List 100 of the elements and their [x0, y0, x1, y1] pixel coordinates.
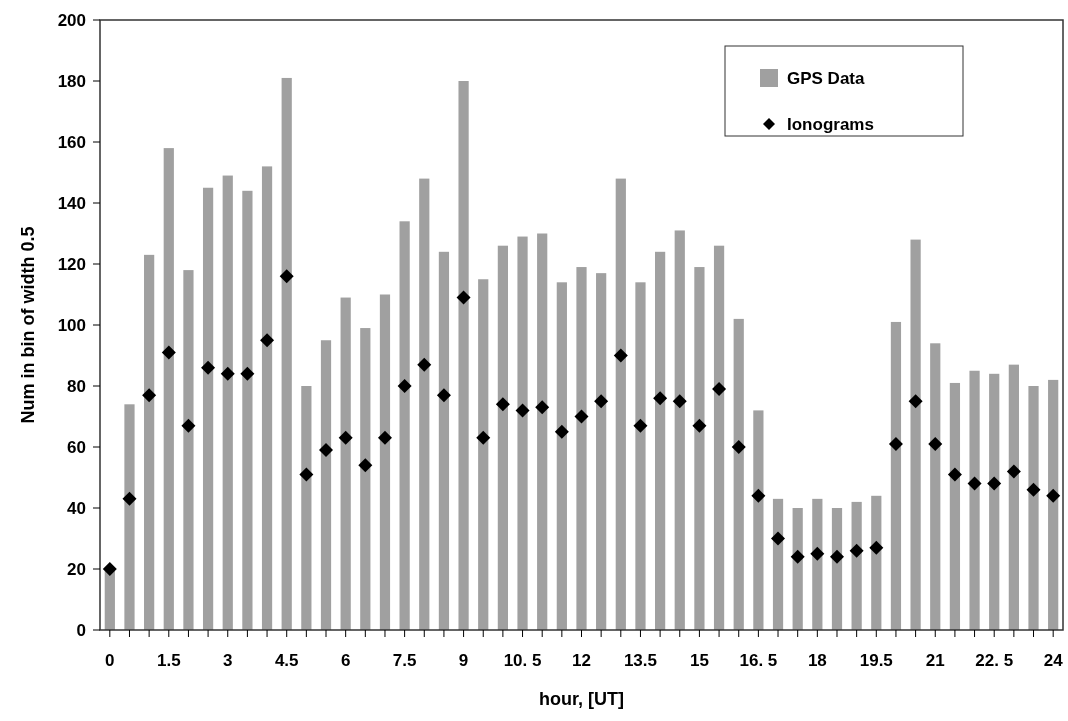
bar: [969, 370, 980, 630]
point: [279, 269, 294, 284]
point: [260, 333, 275, 348]
bar: [655, 251, 666, 630]
bar: [478, 279, 489, 630]
bar: [144, 254, 155, 630]
y-tick-label: 100: [57, 315, 86, 335]
x-tick-label: 0: [105, 651, 115, 670]
point: [1006, 464, 1021, 479]
bar: [772, 498, 784, 630]
bar: [458, 81, 469, 630]
bar: [851, 501, 862, 630]
bar: [399, 221, 410, 630]
bar: [615, 178, 626, 630]
x-tick-label: 21: [925, 651, 945, 670]
y-tick-label: 20: [67, 559, 86, 579]
bar: [792, 508, 803, 630]
bar: [949, 382, 961, 630]
bar: [871, 495, 882, 630]
point: [181, 418, 196, 433]
point: [319, 443, 334, 458]
point: [1046, 488, 1061, 503]
point: [142, 388, 157, 403]
bar: [301, 386, 312, 630]
point: [495, 397, 510, 412]
bar: [281, 77, 292, 630]
x-tick-label: 6: [340, 651, 351, 670]
point: [220, 366, 235, 381]
point: [967, 476, 982, 491]
point: [515, 403, 530, 418]
point: [240, 366, 255, 381]
bar: [163, 148, 174, 630]
x-tick-label: 9: [458, 651, 469, 670]
x-tick-label: 3: [223, 651, 233, 670]
bar: [831, 508, 843, 630]
point: [338, 430, 353, 445]
bar: [517, 236, 528, 630]
x-tick-label: 15: [689, 651, 709, 670]
bar: [989, 373, 1000, 630]
bar: [222, 175, 233, 630]
point: [810, 546, 825, 561]
x-tick-label: 10. 5: [503, 651, 542, 670]
x-tick-label: 1.5: [156, 651, 181, 670]
point: [122, 491, 137, 506]
bar: [910, 239, 921, 630]
bar: [1048, 379, 1059, 630]
point: [790, 549, 805, 564]
legend-label: Ionograms: [787, 114, 874, 134]
point: [947, 467, 962, 482]
point: [476, 430, 491, 445]
point: [594, 394, 609, 409]
bar: [1008, 364, 1019, 630]
x-tick-label: 16. 5: [739, 651, 778, 670]
y-tick-label: 40: [67, 498, 86, 518]
bar: [713, 245, 725, 630]
x-tick-label: 4.5: [274, 651, 299, 670]
point: [613, 348, 628, 363]
x-tick-label: 22. 5: [975, 651, 1014, 670]
legend-label: GPS Data: [787, 68, 866, 88]
bar: [320, 340, 332, 630]
point: [102, 562, 117, 576]
point: [574, 409, 589, 424]
point: [829, 549, 844, 564]
bar: [183, 270, 194, 630]
bar: [537, 233, 548, 630]
y-tick-label: 180: [57, 71, 86, 91]
point: [692, 418, 707, 433]
bar: [379, 294, 391, 630]
point: [731, 440, 746, 454]
point: [535, 400, 550, 415]
x-tick-label: 12: [572, 651, 591, 670]
bar: [261, 166, 273, 630]
point: [377, 430, 392, 445]
point: [888, 436, 903, 451]
bar: [596, 273, 607, 630]
bar: [556, 282, 567, 630]
point: [849, 543, 864, 558]
bar: [890, 321, 902, 630]
x-axis-title: hour, [UT]: [539, 689, 624, 709]
point: [1026, 482, 1041, 497]
bar: [674, 230, 685, 630]
y-tick-label: 0: [76, 620, 86, 640]
point: [397, 379, 412, 393]
point: [554, 424, 569, 439]
point: [161, 345, 176, 360]
y-tick-label: 140: [57, 193, 86, 213]
y-tick-label: 60: [67, 437, 86, 457]
point: [928, 436, 943, 451]
point: [436, 388, 451, 403]
bar: [576, 267, 587, 630]
bar: [438, 251, 450, 630]
x-tick-label: 19.5: [859, 651, 893, 670]
point: [869, 540, 884, 555]
point: [653, 391, 668, 406]
y-tick-label: 160: [57, 132, 86, 152]
bar: [812, 498, 823, 630]
bar: [202, 187, 214, 630]
bar: [360, 328, 371, 630]
x-tick-label: 7.5: [392, 651, 417, 670]
point: [672, 394, 687, 409]
